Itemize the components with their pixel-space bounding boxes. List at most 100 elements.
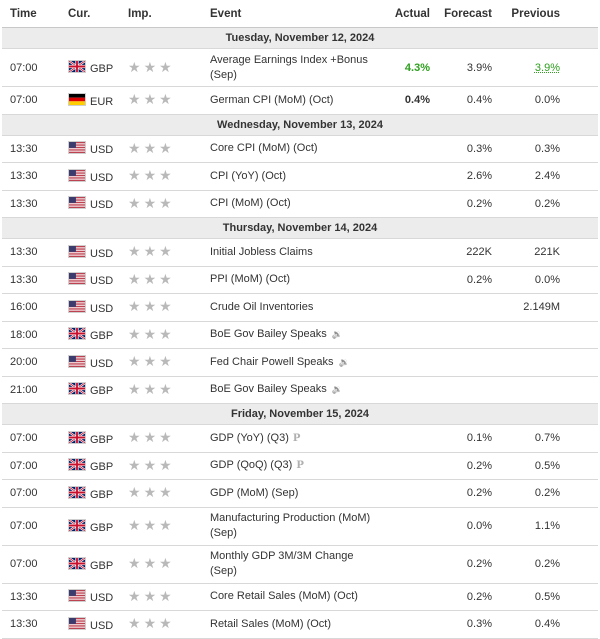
event-actual [380, 266, 438, 294]
event-previous-cell [506, 349, 598, 377]
importance-star-icon: ★ [128, 486, 141, 498]
event-previous-cell: 0.7% [506, 425, 598, 453]
event-row[interactable]: 07:00 GBP ★ ★ ★ Average Earnings Index +Bonus… [2, 49, 598, 87]
event-importance: ★ ★ ★ [128, 583, 210, 611]
event-currency-cell: USD [68, 294, 128, 322]
event-name-link[interactable]: German CPI (MoM) (Oct) [210, 94, 333, 106]
event-row[interactable]: 21:00 GBP ★ ★ ★ BoE Gov Bailey Speaks 🔉 [2, 376, 598, 404]
event-row[interactable]: 07:00 GBP ★ ★ ★ GDP (YoY) (Q3) P 0.1% 0.7% [2, 425, 598, 453]
importance-star-icon: ★ [128, 355, 141, 367]
event-forecast: 0.1% [438, 425, 506, 453]
event-currency-cell: USD [68, 239, 128, 267]
importance-star-icon: ★ [159, 590, 172, 602]
flag-us-icon [68, 196, 86, 209]
event-name-link[interactable]: GDP (YoY) (Q3) [210, 432, 289, 444]
event-row[interactable]: 07:00 GBP ★ ★ ★ Monthly GDP 3M/3M Change (Sep… [2, 545, 598, 583]
event-time: 07:00 [2, 507, 68, 545]
preliminary-release-icon: P [293, 431, 301, 446]
event-row[interactable]: 07:00 GBP ★ ★ ★ GDP (QoQ) (Q3) P 0.2% 0.5% [2, 452, 598, 480]
flag-us-icon [68, 589, 86, 602]
event-name-link[interactable]: Retail Sales (MoM) (Oct) [210, 618, 331, 630]
column-header-importance[interactable]: Imp. [128, 0, 210, 28]
event-name-link[interactable]: Fed Chair Powell Speaks [210, 356, 334, 368]
event-forecast: 0.2% [438, 452, 506, 480]
event-previous-cell: 0.3% [506, 135, 598, 163]
event-name-link[interactable]: Monthly GDP 3M/3M Change (Sep) [210, 550, 353, 577]
column-header-currency[interactable]: Cur. [68, 0, 128, 28]
column-header-actual[interactable]: Actual [380, 0, 438, 28]
importance-star-icon: ★ [128, 300, 141, 312]
event-previous: 0.2% [535, 198, 560, 210]
event-actual [380, 376, 438, 404]
importance-star-icon: ★ [144, 300, 157, 312]
event-name-link[interactable]: Crude Oil Inventories [210, 301, 313, 313]
importance-star-icon: ★ [159, 273, 172, 285]
event-forecast: 0.2% [438, 190, 506, 218]
table-header-row: Time Cur. Imp. Event Actual Forecast Pre… [2, 0, 598, 28]
event-previous: 0.3% [535, 143, 560, 155]
importance-star-icon: ★ [144, 142, 157, 154]
event-forecast: 0.3% [438, 611, 506, 639]
column-header-time[interactable]: Time [2, 0, 68, 28]
event-previous[interactable]: 3.9% [535, 62, 560, 74]
event-previous-cell: 0.2% [506, 190, 598, 218]
event-name-link[interactable]: CPI (YoY) (Oct) [210, 170, 286, 182]
importance-star-icon: ★ [144, 590, 157, 602]
importance-star-icon: ★ [144, 355, 157, 367]
event-row[interactable]: 07:00 GBP ★ ★ ★ Manufacturing Production (MoM… [2, 507, 598, 545]
event-importance: ★ ★ ★ [128, 507, 210, 545]
event-row[interactable]: 18:00 GBP ★ ★ ★ BoE Gov Bailey Speaks 🔉 [2, 321, 598, 349]
event-row[interactable]: 13:30 USD ★ ★ ★ Initial Jobless Claims 222K 221… [2, 239, 598, 267]
event-name-link[interactable]: GDP (MoM) (Sep) [210, 487, 298, 499]
event-importance: ★ ★ ★ [128, 49, 210, 87]
event-actual [380, 135, 438, 163]
importance-star-icon: ★ [144, 557, 157, 569]
event-currency-cell: EUR [68, 87, 128, 115]
event-row[interactable]: 07:00 EUR ★ ★ ★ German CPI (MoM) (Oct) 0.4% 0.4… [2, 87, 598, 115]
event-time: 07:00 [2, 87, 68, 115]
event-name-link[interactable]: Manufacturing Production (MoM) (Sep) [210, 512, 370, 539]
event-forecast [438, 376, 506, 404]
event-name-link[interactable]: Core CPI (MoM) (Oct) [210, 142, 318, 154]
column-header-event[interactable]: Event [210, 0, 380, 28]
event-currency: GBP [90, 560, 113, 572]
flag-gb-icon [68, 486, 86, 499]
importance-star-icon: ★ [159, 486, 172, 498]
event-name-link[interactable]: GDP (QoQ) (Q3) [210, 459, 292, 471]
event-name-cell: Manufacturing Production (MoM) (Sep) [210, 507, 380, 545]
event-row[interactable]: 13:30 USD ★ ★ ★ Core CPI (MoM) (Oct) 0.3% 0.3% [2, 135, 598, 163]
event-row[interactable]: 13:30 USD ★ ★ ★ Core Retail Sales (MoM) (Oct)… [2, 583, 598, 611]
event-currency-cell: USD [68, 266, 128, 294]
event-currency: GBP [90, 63, 113, 75]
importance-star-icon: ★ [144, 61, 157, 73]
event-previous: 1.1% [535, 520, 560, 532]
event-name-link[interactable]: CPI (MoM) (Oct) [210, 197, 291, 209]
event-name-link[interactable]: BoE Gov Bailey Speaks [210, 383, 327, 395]
event-name-link[interactable]: Core Retail Sales (MoM) (Oct) [210, 590, 358, 602]
importance-star-icon: ★ [144, 617, 157, 629]
event-row[interactable]: 13:30 USD ★ ★ ★ CPI (YoY) (Oct) 2.6% 2.4% [2, 163, 598, 191]
event-name-link[interactable]: PPI (MoM) (Oct) [210, 273, 290, 285]
event-forecast: 2.6% [438, 163, 506, 191]
event-row[interactable]: 20:00 USD ★ ★ ★ Fed Chair Powell Speaks 🔉 [2, 349, 598, 377]
event-row[interactable]: 13:30 USD ★ ★ ★ CPI (MoM) (Oct) 0.2% 0.2% [2, 190, 598, 218]
event-name-link[interactable]: Average Earnings Index +Bonus (Sep) [210, 54, 368, 81]
event-name-link[interactable]: Initial Jobless Claims [210, 246, 313, 258]
importance-star-icon: ★ [128, 459, 141, 471]
column-header-previous[interactable]: Previous [506, 0, 598, 28]
event-previous-cell: 0.0% [506, 266, 598, 294]
event-name-cell: BoE Gov Bailey Speaks 🔉 [210, 321, 380, 349]
event-currency-cell: GBP [68, 480, 128, 508]
event-row[interactable]: 13:30 USD ★ ★ ★ PPI (MoM) (Oct) 0.2% 0.0% [2, 266, 598, 294]
event-currency-cell: GBP [68, 452, 128, 480]
column-header-forecast[interactable]: Forecast [438, 0, 506, 28]
event-row[interactable]: 13:30 USD ★ ★ ★ Retail Sales (MoM) (Oct) 0.3% 0… [2, 611, 598, 639]
event-actual [380, 163, 438, 191]
event-name-link[interactable]: BoE Gov Bailey Speaks [210, 328, 327, 340]
event-currency: GBP [90, 434, 113, 446]
event-row[interactable]: 16:00 USD ★ ★ ★ Crude Oil Inventories 2.149M [2, 294, 598, 322]
event-currency: USD [90, 358, 113, 370]
event-row[interactable]: 07:00 GBP ★ ★ ★ GDP (MoM) (Sep) 0.2% 0.2% [2, 480, 598, 508]
event-currency: USD [90, 275, 113, 287]
event-currency: GBP [90, 489, 113, 501]
